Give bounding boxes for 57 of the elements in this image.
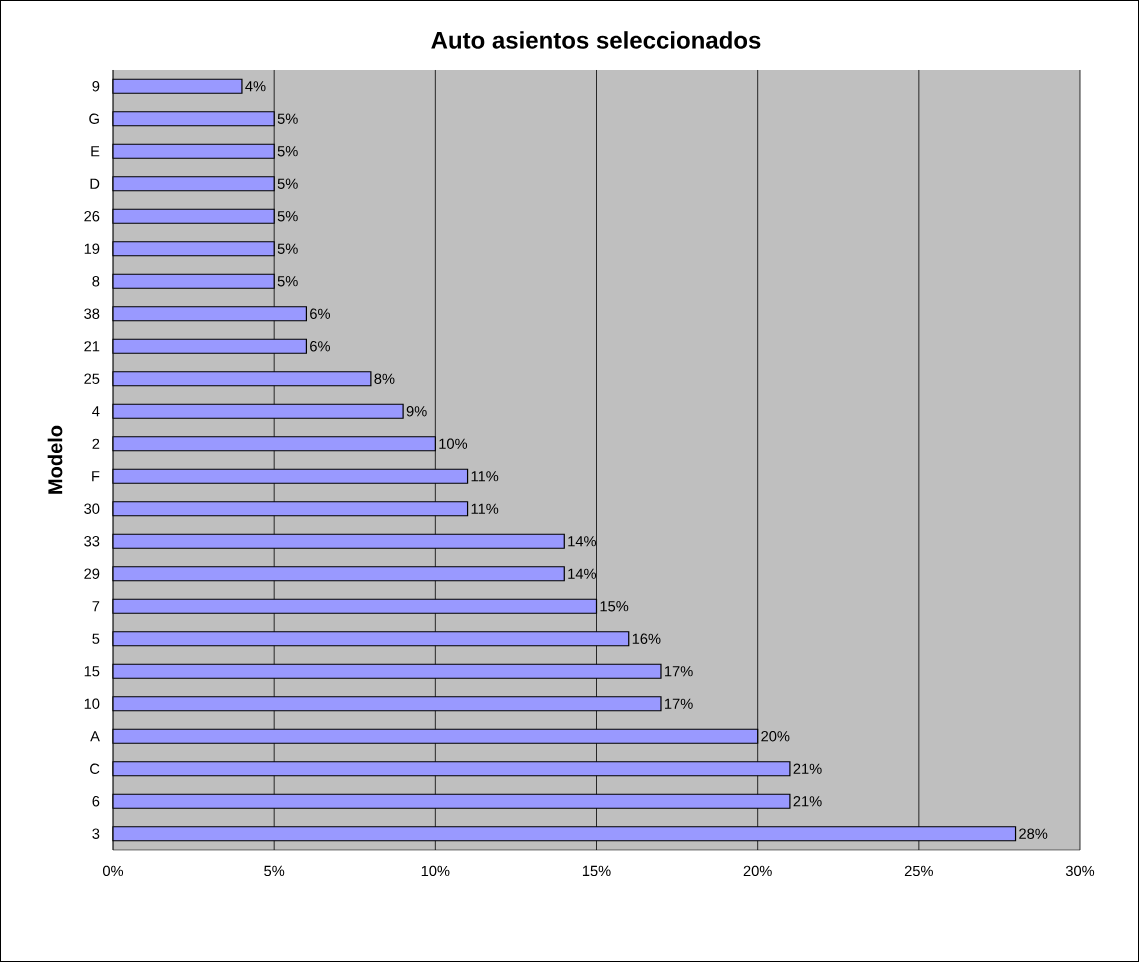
y-tick-label: 10 [84,698,100,709]
data-label: 15% [600,601,629,612]
x-tick-label: 10% [421,865,450,877]
x-tick-label: 20% [743,865,772,877]
data-label: 14% [568,568,597,579]
data-label: 8% [374,373,395,384]
data-label: 5% [277,276,298,287]
x-tick-label: 30% [1065,865,1095,877]
data-label: 21% [793,796,822,807]
y-tick-label: C [90,763,100,774]
data-label: 9% [406,406,427,417]
y-tick-label: 33 [84,536,100,547]
data-label: 14% [568,536,597,547]
y-tick-label: A [90,731,100,742]
y-tick-label: 25 [84,373,100,384]
x-tick-label: 15% [582,865,611,877]
y-tick-label: 21 [84,341,100,352]
y-tick-label: 15 [84,666,100,677]
data-label: 5% [277,243,298,254]
y-tick-label: 7 [92,601,100,612]
data-label: 5% [277,211,298,222]
data-label: 16% [632,633,661,644]
y-tick-label: E [91,146,100,157]
chart-title: Auto asientos seleccionados [431,31,761,49]
y-tick-label: F [92,471,100,482]
y-tick-label: 2 [92,438,100,449]
data-label: 6% [310,341,330,352]
data-label: 10% [439,438,468,449]
data-label: 5% [277,146,298,157]
y-tick-label: G [89,113,99,124]
data-label: 17% [665,698,693,709]
y-tick-label: 30 [84,503,100,514]
x-tick-label: 5% [264,865,285,877]
data-label: 11% [471,471,499,482]
data-label: 21% [793,763,822,774]
x-tick-label: 0% [102,865,124,877]
y-tick-label: 29 [84,568,100,579]
y-tick-label: 5 [92,633,100,644]
y-tick-label: 3 [92,828,100,839]
data-label: 4% [245,81,266,92]
y-tick-label: 9 [92,81,100,92]
data-label: 20% [761,731,790,742]
y-axis-title: Modelo [47,425,63,494]
x-tick-label: 25% [904,865,933,877]
data-label: 28% [1019,828,1048,839]
data-label: 5% [277,178,298,189]
data-label: 5% [277,113,298,124]
data-label: 17% [665,666,693,677]
y-tick-label: 8 [92,276,100,287]
y-tick-label: 6 [92,796,100,807]
y-tick-label: 19 [84,243,100,254]
y-tick-label: 4 [92,406,100,417]
y-tick-label: 38 [84,308,100,319]
data-label: 11% [471,503,499,514]
y-tick-label: D [90,178,100,189]
y-tick-label: 26 [84,211,100,222]
data-label: 6% [310,308,330,319]
